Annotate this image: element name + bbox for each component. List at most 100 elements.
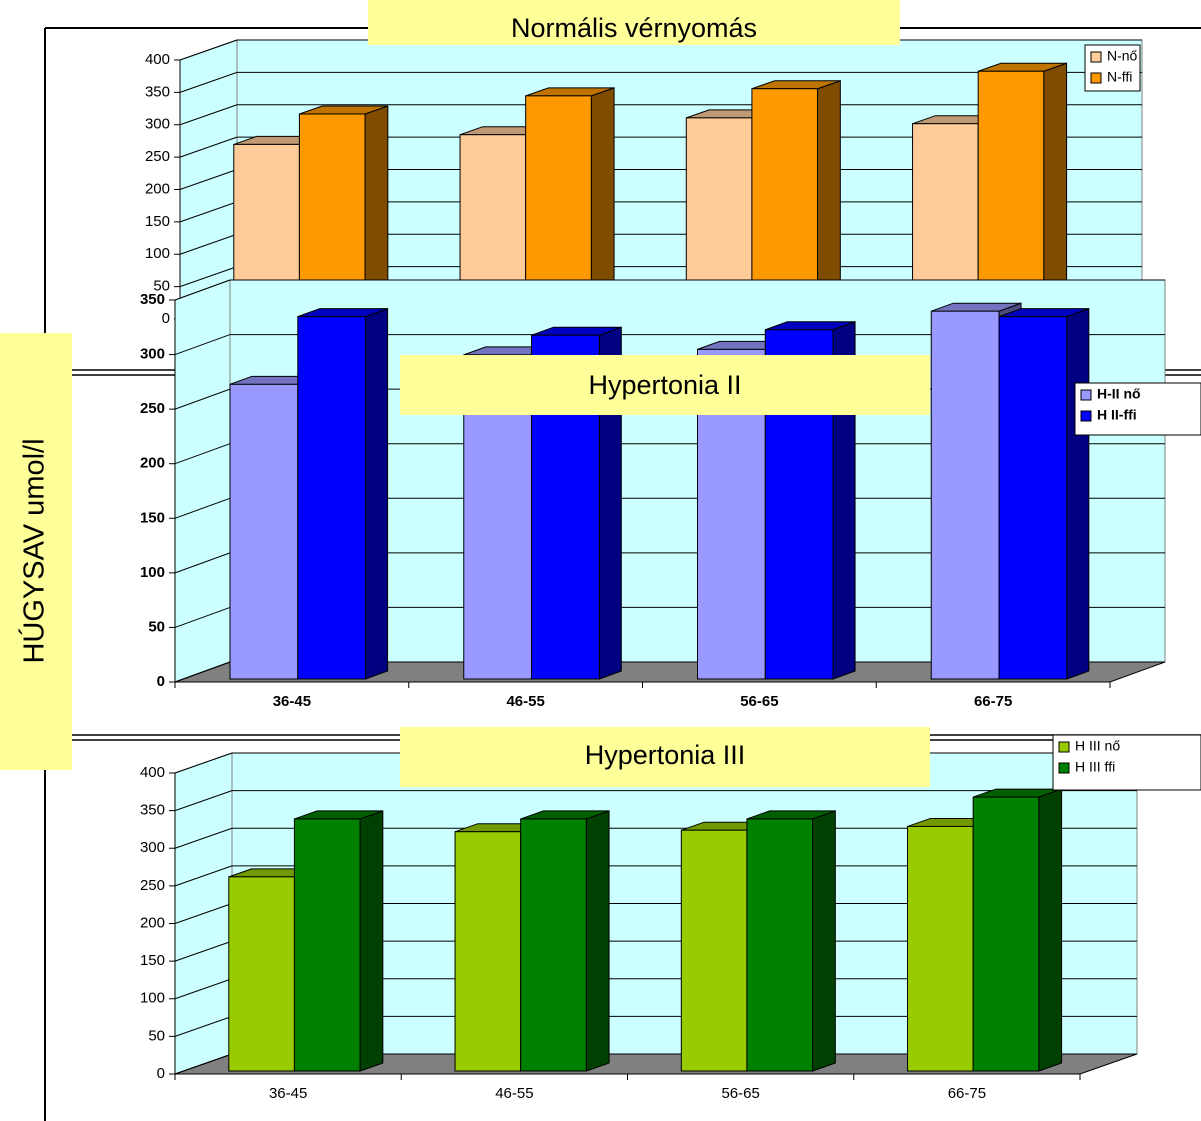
y-tick-label: 0 [157, 1065, 165, 1082]
y-tick-label: 350 [145, 83, 170, 100]
grid-line [179, 266, 238, 288]
bar [680, 829, 748, 1072]
x-tick-label: 36-45 [269, 1085, 307, 1102]
y-label-box [0, 333, 72, 770]
legend-label: N-ffi [1107, 69, 1132, 85]
grid-line [174, 1053, 233, 1075]
bar [229, 383, 299, 680]
grid-line [174, 552, 231, 574]
bar [454, 831, 522, 1072]
grid-line [174, 443, 231, 465]
y-tick-label: 150 [140, 952, 165, 969]
grid-line [179, 169, 238, 190]
x-tick-label: 36-45 [273, 693, 311, 710]
bar [751, 88, 819, 317]
x-tick-label: 46-55 [495, 1085, 533, 1102]
grid-line [179, 71, 238, 93]
grid-line [174, 903, 233, 924]
bar [228, 876, 295, 1072]
legend-swatch [1080, 410, 1092, 422]
legend-swatch [1058, 762, 1070, 774]
y-tick-label: 400 [145, 51, 170, 68]
grid-line [179, 39, 238, 61]
legend-label: H III nő [1075, 738, 1120, 754]
y-tick-label: 250 [140, 400, 165, 417]
bar [293, 818, 361, 1072]
y-tick-label: 300 [145, 116, 170, 133]
grid-line [174, 940, 233, 962]
legend-label: H III ffi [1075, 759, 1115, 775]
x-tick-label: 46-55 [506, 693, 544, 710]
y-tick-label: 50 [148, 618, 165, 635]
y-tick-label: 250 [145, 148, 170, 165]
grid-line [174, 790, 233, 812]
charts: 0 50 100 150 200 250 300 350 400 36-45 46-55 56-65 6… [140, 0, 1201, 1102]
y-tick-label: 100 [140, 990, 165, 1007]
grid-line [174, 661, 231, 683]
bar [907, 825, 974, 1072]
grid-line [174, 752, 233, 774]
y-tick-label: 400 [140, 764, 165, 781]
grid-line [179, 201, 238, 223]
grid-line [174, 978, 233, 1000]
y-tick-label: 50 [148, 1027, 165, 1044]
x-tick-label: 56-65 [740, 693, 778, 710]
y-tick-label: 100 [145, 245, 170, 262]
bar [930, 310, 1000, 680]
legend-label: H II-ffi [1097, 407, 1137, 423]
grid-line [174, 279, 231, 301]
legend-swatch [1090, 72, 1102, 84]
grid-line [179, 104, 238, 126]
grid-line [174, 388, 231, 410]
grid-line [174, 865, 233, 887]
grid-line [174, 334, 231, 356]
bar-side [812, 810, 836, 1072]
title-box [400, 355, 930, 415]
legend-swatch [1090, 51, 1102, 63]
grid-line [179, 136, 238, 158]
y-tick-label: 300 [140, 839, 165, 856]
y-tick-label: 0 [162, 310, 170, 327]
grid-line [174, 497, 231, 519]
y-tick-label: 200 [145, 180, 170, 197]
bar [520, 818, 587, 1072]
y-tick-label: 100 [140, 564, 165, 581]
y-tick-label: 200 [140, 914, 165, 931]
y-tick-label: 350 [140, 291, 165, 308]
legend-swatch [1080, 389, 1092, 401]
y-tick-label: 300 [140, 346, 165, 363]
y-tick-label: 150 [145, 213, 170, 230]
chart-title: Normális vérnyomás [511, 13, 757, 43]
grid-line [174, 606, 231, 628]
bar-side [585, 810, 610, 1072]
grid-line [174, 827, 233, 849]
title-box [368, 0, 900, 45]
y-tick-label: 50 [153, 278, 170, 295]
bar [746, 818, 814, 1072]
x-tick-label: 66-75 [948, 1085, 986, 1102]
bar-side [359, 810, 384, 1072]
x-tick-label: 66-75 [974, 693, 1012, 710]
y-tick-label: 250 [140, 877, 165, 894]
chart-title: Hypertonia II [588, 370, 741, 400]
bar-side [1038, 788, 1063, 1072]
bar [998, 316, 1068, 680]
y-tick-label: 0 [157, 673, 165, 690]
y-tick-label: 350 [140, 802, 165, 819]
legend-box [1052, 734, 1201, 791]
y-tick-label: 150 [140, 509, 165, 526]
x-tick-label: 56-65 [721, 1085, 759, 1102]
grid-line [179, 233, 238, 255]
legend-label: H-II nő [1097, 386, 1141, 402]
legend-label: N-nő [1107, 48, 1138, 64]
side-wall [174, 279, 231, 683]
y-tick-label: 200 [140, 455, 165, 472]
bar [525, 95, 592, 317]
chart-title: Hypertonia III [585, 740, 746, 770]
bar [977, 70, 1045, 317]
grid-line [174, 1015, 233, 1037]
legend-box [1074, 382, 1201, 436]
bar-side [1066, 307, 1090, 680]
legend-swatch [1058, 741, 1070, 753]
